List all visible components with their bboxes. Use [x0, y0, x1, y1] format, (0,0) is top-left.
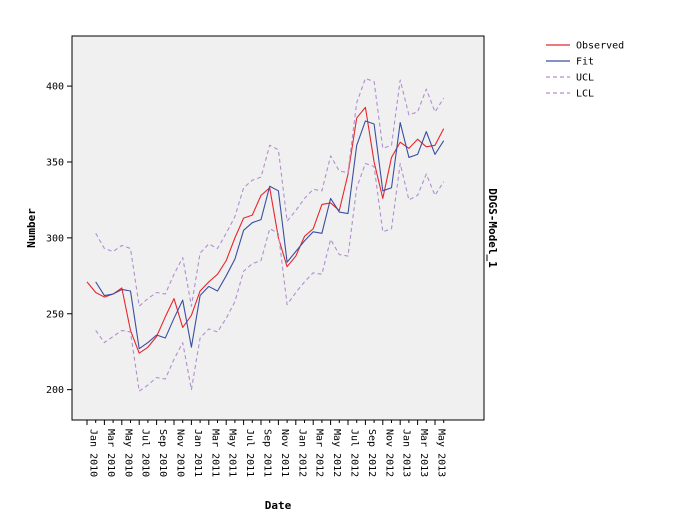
y-axis-title: Number — [25, 208, 38, 248]
x-tick-label: Nov 2012 — [383, 429, 394, 477]
x-tick-label: Sep 2010 — [157, 429, 168, 477]
panel-label: DDGS-Model_1 — [486, 188, 499, 268]
x-tick-label: Jan 2012 — [296, 429, 307, 477]
legend-label-observed: Observed — [576, 41, 624, 52]
x-tick-label: Mar 2012 — [314, 429, 325, 477]
series-line-fit — [95, 120, 445, 350]
x-tick-label: Jul 2010 — [140, 429, 151, 477]
x-tick-label: Sep 2011 — [262, 429, 273, 477]
x-tick-label: Jul 2011 — [244, 429, 255, 477]
y-axis: 200 250 300 350 400 — [46, 82, 72, 396]
y-tick-label: 300 — [46, 233, 64, 244]
x-tick-label: Nov 2011 — [279, 429, 290, 477]
series-line-ucl — [95, 77, 445, 307]
legend-label-fit: Fit — [576, 57, 594, 68]
y-tick-label: 350 — [46, 157, 64, 168]
series-line-lcl — [95, 162, 445, 392]
y-tick-label: 400 — [46, 82, 64, 93]
x-tick-label: Sep 2012 — [366, 429, 377, 477]
x-tick-label: Mar 2011 — [209, 429, 220, 477]
x-tick-label: May 2013 — [436, 429, 447, 477]
x-tick-label: May 2011 — [227, 429, 238, 477]
x-axis-title: Date — [265, 499, 292, 512]
legend-label-lcl: LCL — [576, 89, 594, 100]
x-tick-label: Mar 2010 — [105, 429, 116, 477]
series-layer — [86, 77, 445, 392]
x-tick-label: Jan 2011 — [192, 429, 203, 477]
x-tick-label: Jul 2012 — [349, 429, 360, 477]
x-tick-label: Nov 2010 — [175, 429, 186, 477]
series-line-observed — [86, 106, 445, 354]
x-axis: Jan 2010 Mar 2010 May 2010 Jul 2010 Sep 2010… — [86, 420, 447, 477]
x-tick-label: May 2010 — [122, 429, 133, 477]
x-tick-label: May 2012 — [331, 429, 342, 477]
x-tick-label: Jan 2013 — [401, 429, 412, 477]
y-tick-label: 250 — [46, 309, 64, 320]
legend: Observed Fit UCL LCL — [546, 41, 624, 100]
x-tick-label: Jan 2010 — [88, 429, 99, 477]
x-tick-label: Mar 2013 — [418, 429, 429, 477]
plot-area — [71, 35, 485, 421]
legend-label-ucl: UCL — [576, 73, 594, 84]
y-tick-label: 200 — [46, 385, 64, 396]
